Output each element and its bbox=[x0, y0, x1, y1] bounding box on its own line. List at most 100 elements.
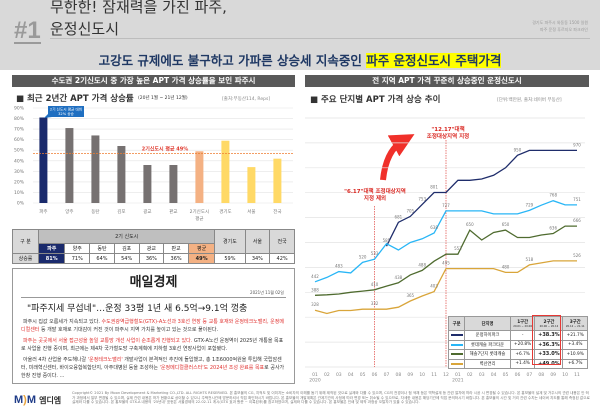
x-tick-label: 광교 bbox=[143, 208, 151, 215]
y-tick-label: 0% bbox=[17, 201, 25, 207]
cell-name: 롯데캐슬 파크타운 bbox=[464, 339, 511, 350]
table-row: 운정하이파크 - +38.3% +21.7% bbox=[447, 330, 588, 341]
data-label: 970 bbox=[573, 142, 581, 147]
x-tick-label: 05 bbox=[503, 372, 509, 378]
x-tick-label: 11 bbox=[431, 372, 437, 378]
data-label: 650 bbox=[466, 222, 474, 227]
article-paragraph: 파주시 집값 오름세가 지속되고 있다. 수도권광역급행철도(GTX)-A노선과… bbox=[21, 319, 286, 334]
bar bbox=[91, 135, 100, 203]
x-tick-label: 06 bbox=[372, 372, 378, 378]
address-line-2: 파주 운정 푸르지오 파크라인 bbox=[540, 27, 588, 32]
subtitle-highlight: 파주 운정신도시 주택가격 bbox=[366, 53, 502, 68]
address-line-1: 경기도 파주시 와동동 1500 일원 bbox=[532, 20, 588, 25]
legend-swatch bbox=[447, 339, 466, 350]
table-header: 3구간 20.12 ~ 21.11 bbox=[562, 316, 588, 331]
news-article: 매일경제 2021년 11월 02일 "파주지세 무섭네"…운정 33평 1년 … bbox=[12, 268, 295, 384]
legend-swatch bbox=[447, 349, 466, 360]
article-date: 2021년 11월 02일 bbox=[250, 290, 284, 295]
data-label: 403 bbox=[430, 284, 438, 289]
data-label: 488 bbox=[418, 262, 426, 267]
data-label: 332 bbox=[371, 301, 379, 306]
table-row: 벽산연리 +1.4% +49.0% +6.7% bbox=[447, 358, 588, 369]
y-tick-label: 40% bbox=[14, 158, 25, 164]
x-tick-label: 11 bbox=[574, 372, 580, 378]
title-line-1: 무한한! 잠재력을 가진 파주, bbox=[50, 0, 227, 16]
table-header-group: 구 분 bbox=[12, 229, 39, 254]
data-label: 950 bbox=[514, 147, 522, 152]
x-tick-label: 서울 bbox=[247, 208, 255, 215]
x-tick-label: 04 bbox=[348, 372, 354, 378]
subtitle-plain: 고강도 규제에도 불구하고 가파른 상승세 지속중인 bbox=[98, 53, 367, 68]
callout-text: 2기 신도시 평균 대비 bbox=[50, 107, 82, 112]
data-label: 438 bbox=[395, 275, 403, 280]
highlighted-text: 수도권광역급행철도(GTX)-A노선과 3호선 연장 등 교통 호재와 운정테크… bbox=[21, 319, 284, 333]
data-label: 666 bbox=[573, 218, 581, 223]
newspaper-name: 매일경제 bbox=[129, 275, 178, 290]
x-tick-label: 전국 bbox=[273, 208, 281, 215]
bar bbox=[39, 117, 48, 203]
highlighted-text: 파주는 곳곳에서 서울 접근성을 높일 교통망 개선 사업이 순조롭게 진행되고… bbox=[23, 338, 193, 345]
data-label: 533 bbox=[371, 251, 379, 256]
growth-table: 구 분 2기 신도시 경기도 서울 전국 파주 양주 동탄 김포 광교 판교 평균 상승률 8… bbox=[12, 229, 295, 264]
callout-pointer bbox=[44, 114, 52, 118]
data-label: 705 bbox=[406, 208, 414, 213]
x-tick-label: 08 bbox=[395, 372, 401, 378]
average-label: 2기신도시 평균 49% bbox=[142, 145, 189, 152]
x-tick-label: 경기도 bbox=[219, 208, 231, 215]
year-label: 2021 bbox=[452, 378, 464, 384]
bar bbox=[195, 151, 204, 203]
cell-p2: +49.0% bbox=[534, 358, 564, 369]
article-paragraph: 파주는 곳곳에서 서울 접근성을 높일 교통망 개선 사업이 순조롭게 진행되고… bbox=[21, 338, 286, 353]
table-value: 42% bbox=[269, 253, 295, 264]
y-tick-label: 60% bbox=[14, 137, 25, 143]
x-tick-label: 양주 bbox=[65, 208, 73, 215]
table-row: 롯데캐슬 파크타운 +20.8% +36.3% +3.4% bbox=[447, 339, 588, 350]
left-banner: 수도권 2기신도시 중 가장 높은 APT 가격 상승률을 보인 파주시 bbox=[12, 75, 295, 87]
series-line bbox=[314, 200, 577, 283]
table-value: 81% bbox=[37, 253, 66, 264]
article-headline: "파주지세 무섭네"…운정 33평 1년 새 6.5억→9.1억 껑충 bbox=[27, 304, 248, 314]
data-label: 328 bbox=[311, 302, 319, 307]
year-label: 2020 bbox=[309, 378, 321, 384]
cell-name: 운정하이파크 bbox=[464, 330, 511, 341]
legend-swatch bbox=[447, 358, 466, 369]
data-label: 801 bbox=[430, 184, 438, 189]
cell-p3: +10.9% bbox=[562, 349, 588, 360]
bar-chart-period: (20년 1월 ~ 21년 12월) bbox=[138, 96, 188, 101]
data-label: 729 bbox=[526, 202, 534, 207]
line-chart-title: ■ 주요 단지별 APT 가격 상승 추이 bbox=[310, 95, 441, 105]
table-row: 해솔7단지 롯데캐슬 +6.7% +33.0% +10.9% bbox=[447, 349, 588, 360]
x-tick-label: 09 bbox=[550, 372, 556, 378]
data-label: 480 bbox=[502, 264, 510, 269]
bar-chart: 0% 10% 20% 30% 40% 50% 60% 70% 80% 90% 파주 양주 동탄 김포 광교 판… bbox=[14, 106, 293, 222]
body-text: 등 개발 호재로 기대감이 커진 것이 파주시 지역 가치를 높이고 있는 것으… bbox=[39, 326, 219, 333]
table-header: 1구간 20.01 ~ 20.06 bbox=[509, 316, 536, 331]
highlighted-text: '운정메디컬클러스터'도 2024년 조성 완료를 목표 bbox=[159, 364, 265, 371]
title-line-2: 운정신도시 bbox=[50, 20, 120, 38]
title-divider bbox=[50, 38, 590, 39]
x-tick-label: 파주 bbox=[39, 208, 47, 215]
x-tick-label: 07 bbox=[526, 372, 532, 378]
data-label: 518 bbox=[526, 257, 534, 262]
series-line bbox=[314, 260, 577, 315]
table-header: 2구간 20.06 ~ 20.12 bbox=[534, 316, 564, 331]
table-header-seoul: 서울 bbox=[244, 229, 271, 254]
x-tick-label: 09 bbox=[407, 372, 413, 378]
data-label: 768 bbox=[549, 193, 557, 198]
bar bbox=[143, 165, 152, 203]
x-tick-label: 김포 bbox=[117, 208, 125, 215]
data-label: 495 bbox=[442, 261, 450, 266]
data-label: 638 bbox=[430, 225, 438, 230]
table-value: 59% bbox=[214, 253, 246, 264]
data-label: 553 bbox=[454, 246, 462, 251]
x-tick-label: 2기신도시 bbox=[190, 208, 209, 215]
data-label: 753 bbox=[418, 196, 426, 201]
x-tick-label: 02 bbox=[467, 372, 473, 378]
body-text: 개발사업이 본격적인 추진에 돌입했고, 총 1조6000억원을 투입해 국립암… bbox=[21, 357, 282, 371]
y-tick-label: 70% bbox=[14, 127, 25, 133]
bar bbox=[169, 165, 178, 203]
article-paragraph: 아울러 4차 산업을 주도해나갈 '운정테크노밸리' 개발사업이 본격적인 추진… bbox=[21, 357, 286, 380]
subtitle: 고강도 규제에도 불구하고 가파른 상승세 지속중인 파주 운정신도시 주택가격 bbox=[0, 50, 600, 69]
data-label: 520 bbox=[359, 254, 367, 259]
callout-text: 32% 상승 bbox=[58, 111, 74, 116]
